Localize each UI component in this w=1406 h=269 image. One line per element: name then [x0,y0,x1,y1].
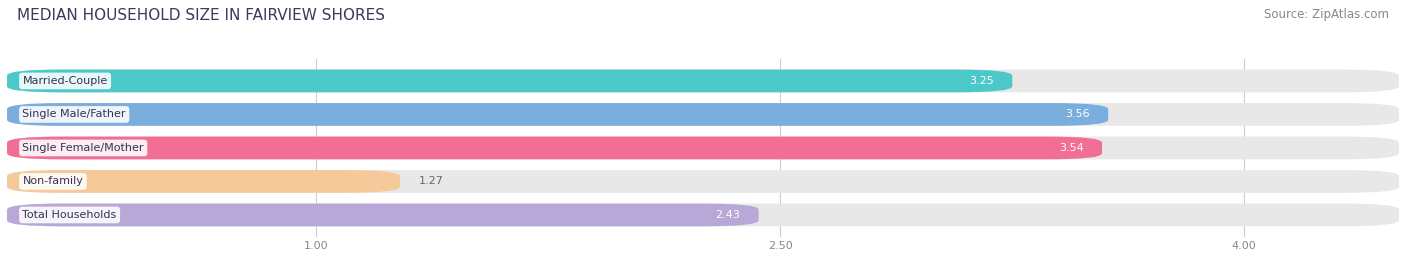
Text: 3.25: 3.25 [969,76,994,86]
FancyBboxPatch shape [7,170,1399,193]
Text: 1.27: 1.27 [419,176,443,186]
Text: Total Households: Total Households [22,210,117,220]
Text: Source: ZipAtlas.com: Source: ZipAtlas.com [1264,8,1389,21]
FancyBboxPatch shape [7,103,1399,126]
FancyBboxPatch shape [7,204,1399,226]
Text: 3.56: 3.56 [1064,109,1090,119]
FancyBboxPatch shape [7,70,1012,92]
FancyBboxPatch shape [7,204,759,226]
Text: Non-family: Non-family [22,176,83,186]
Text: MEDIAN HOUSEHOLD SIZE IN FAIRVIEW SHORES: MEDIAN HOUSEHOLD SIZE IN FAIRVIEW SHORES [17,8,385,23]
FancyBboxPatch shape [7,70,1399,92]
Text: Married-Couple: Married-Couple [22,76,108,86]
FancyBboxPatch shape [7,137,1102,159]
Text: 2.43: 2.43 [716,210,740,220]
Text: Single Male/Father: Single Male/Father [22,109,127,119]
Text: Single Female/Mother: Single Female/Mother [22,143,143,153]
FancyBboxPatch shape [7,103,1108,126]
FancyBboxPatch shape [7,137,1399,159]
Text: 3.54: 3.54 [1059,143,1084,153]
FancyBboxPatch shape [7,170,399,193]
